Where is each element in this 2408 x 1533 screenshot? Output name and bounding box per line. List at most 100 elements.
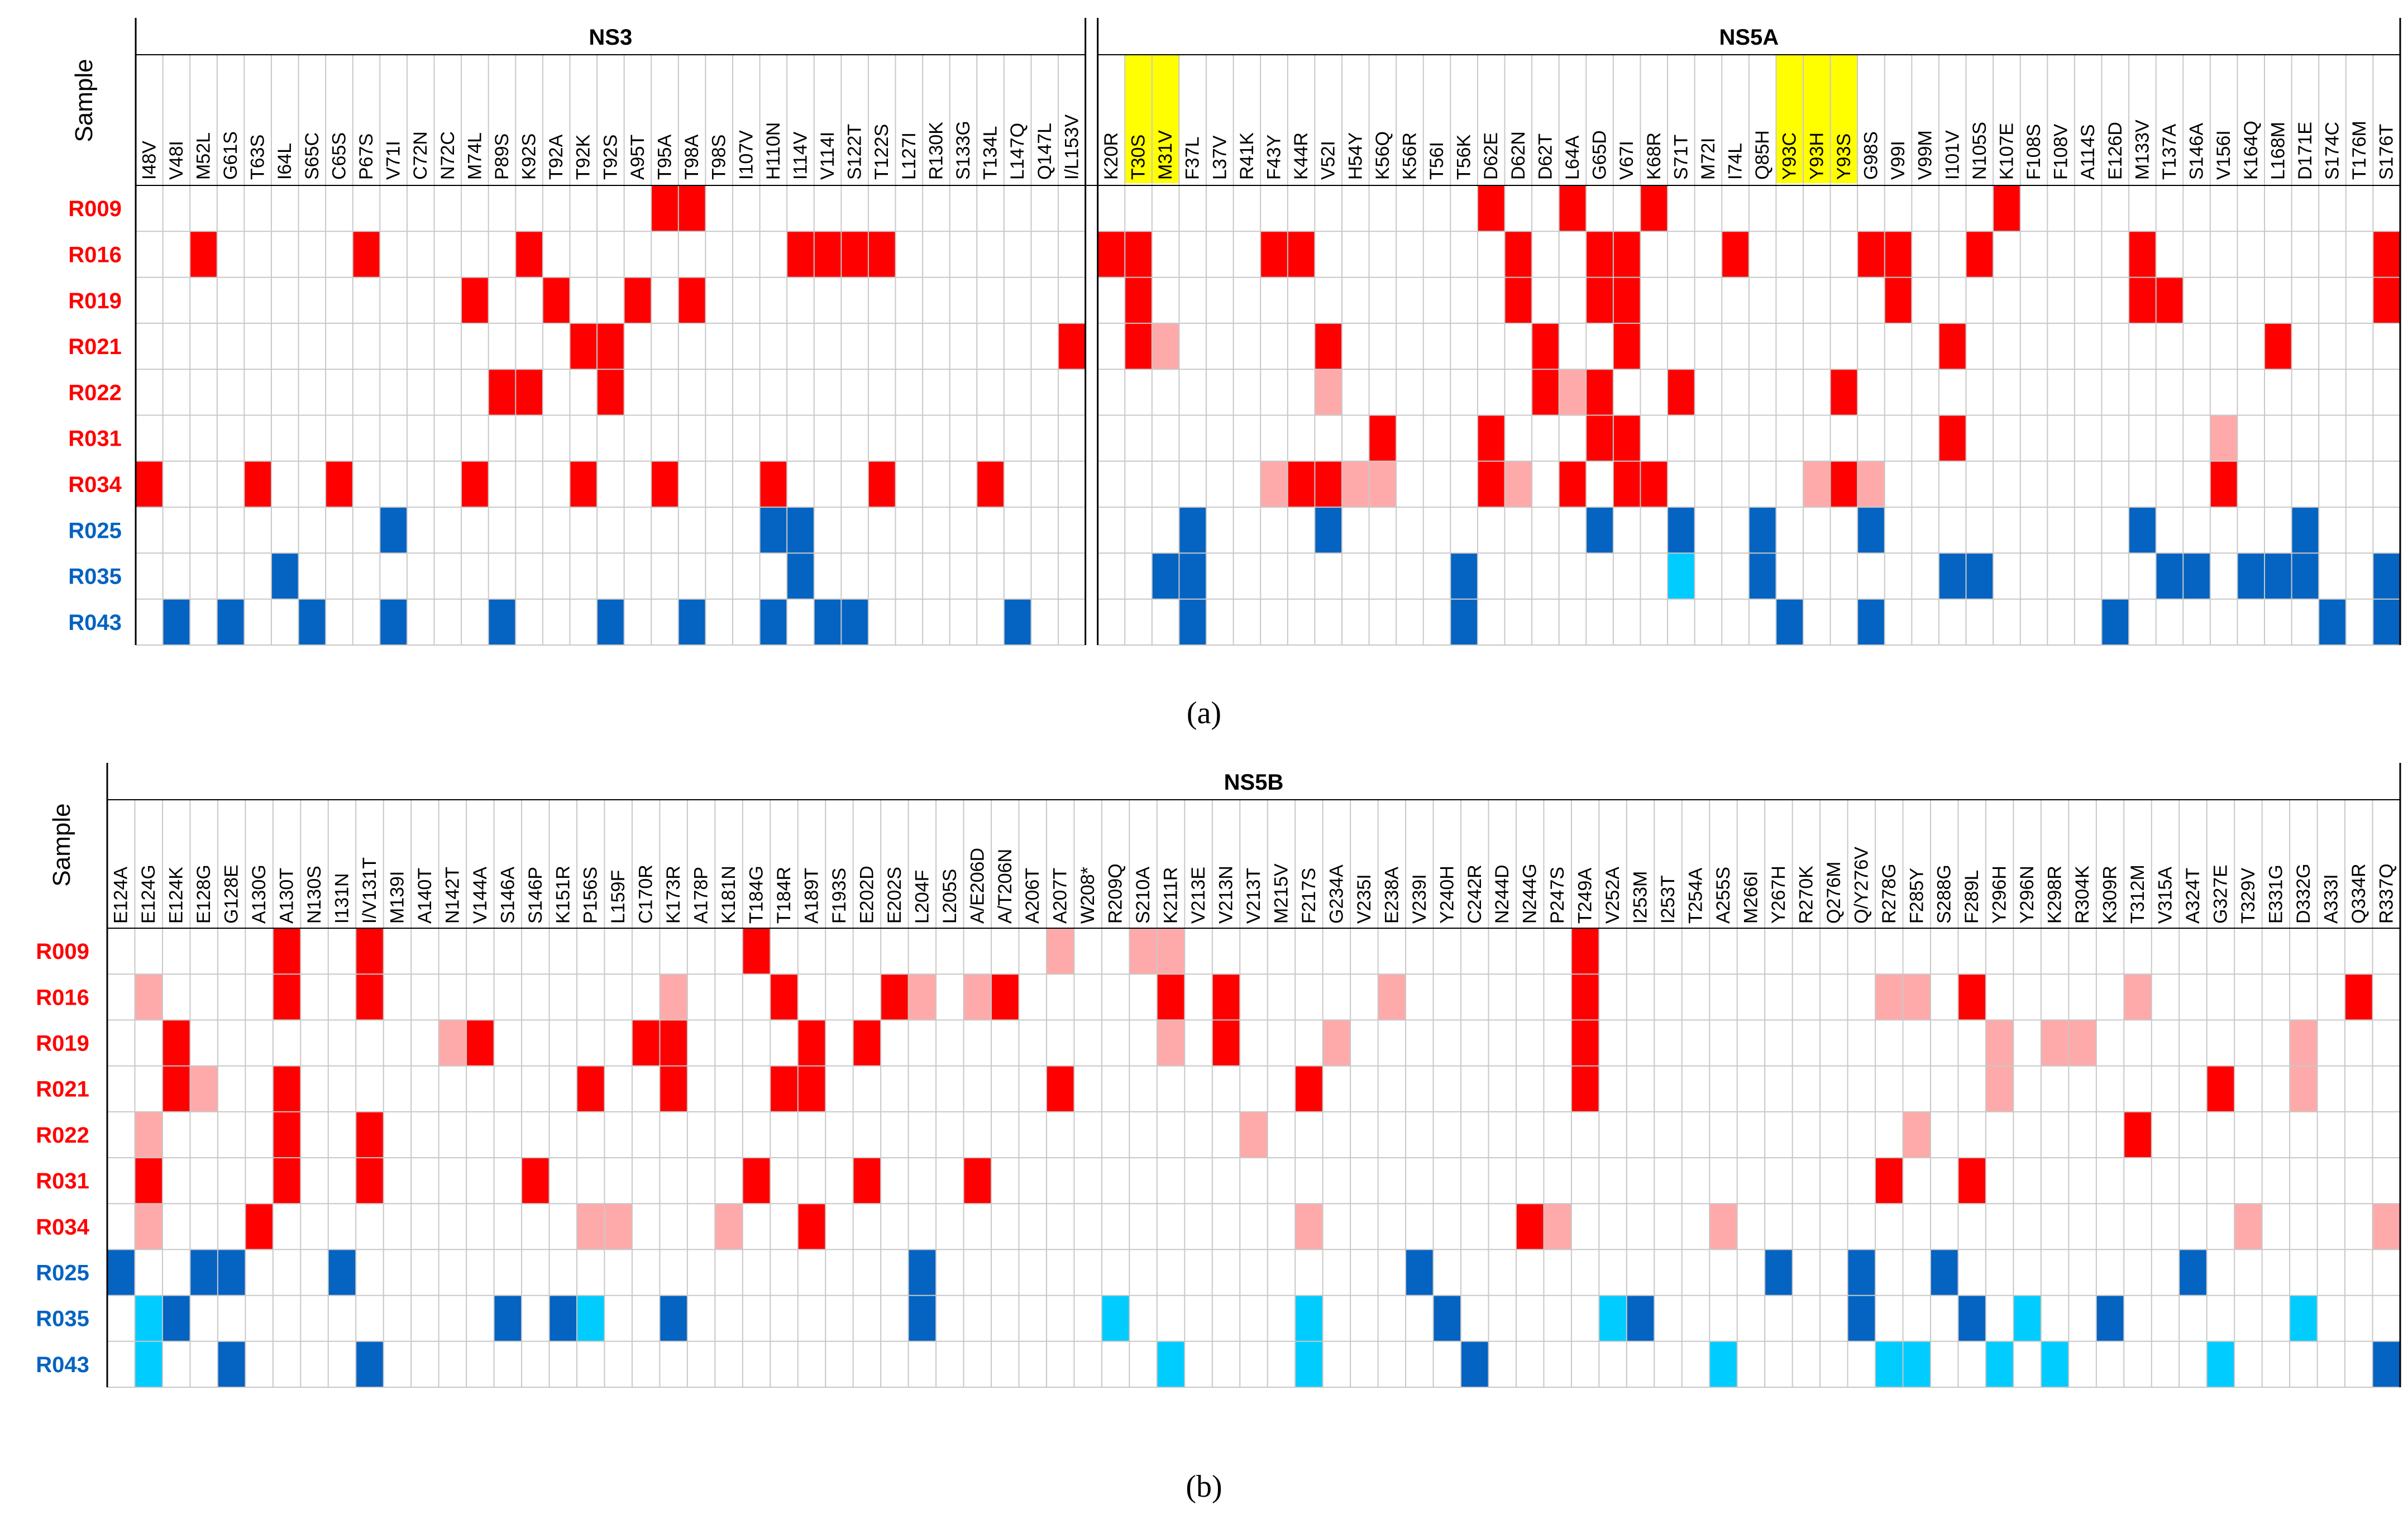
data-cell <box>356 928 384 975</box>
data-cell <box>1613 415 1641 461</box>
mutation-label: V252A <box>1602 867 1623 924</box>
mutation-label: T184R <box>773 867 795 924</box>
mutation-label: I114V <box>790 131 811 180</box>
sample-label: R043 <box>68 610 122 635</box>
mutation-label: R130K <box>925 122 947 180</box>
data-cell <box>2264 323 2292 370</box>
data-cell <box>2319 599 2346 645</box>
data-cell <box>1966 231 1994 278</box>
data-cell <box>651 185 679 232</box>
data-cell <box>2373 553 2400 599</box>
data-cell <box>217 1249 246 1296</box>
mutation-label: K151R <box>552 866 574 924</box>
mutation-label: S122T <box>844 124 866 180</box>
data-cell <box>1803 461 1831 508</box>
data-cell <box>1450 553 1478 599</box>
mutation-label: G234A <box>1326 865 1347 924</box>
mutation-label: R304K <box>2072 866 2093 924</box>
data-cell <box>2206 1341 2235 1387</box>
data-cell <box>2129 507 2156 553</box>
data-cell <box>135 974 163 1020</box>
data-cell <box>1559 185 1587 232</box>
mutation-label: K298R <box>2044 866 2066 924</box>
data-cell <box>136 461 163 508</box>
mutation-label: T176M <box>2349 121 2370 180</box>
data-cell <box>1477 415 1505 461</box>
mutation-label: K56Q <box>1372 131 1393 180</box>
data-cell <box>273 1066 301 1112</box>
data-cell <box>1369 461 1397 508</box>
mutation-label: F289L <box>1961 870 1982 924</box>
data-cell <box>2290 1020 2318 1066</box>
mutation-label: T30S <box>1128 135 1149 180</box>
data-cell <box>1157 974 1185 1020</box>
data-cell <box>841 599 868 645</box>
mutation-label: L127I <box>899 132 920 180</box>
mutation-label: A140T <box>414 868 436 924</box>
data-cell <box>1985 1020 2014 1066</box>
mutation-label: G61S <box>220 131 241 180</box>
mutation-label: V144A <box>470 867 491 924</box>
data-cell <box>162 1295 190 1341</box>
data-cell <box>1559 461 1587 508</box>
mutation-label: P156S <box>580 867 601 924</box>
data-cell <box>1212 974 1240 1020</box>
data-cell <box>217 1341 246 1387</box>
mutation-label: N72C <box>437 131 458 180</box>
mutation-label: I101V <box>1942 130 1963 180</box>
data-cell <box>2101 599 2129 645</box>
highlight-mark <box>1776 55 1804 183</box>
data-cell <box>356 974 384 1020</box>
data-cell <box>190 1249 218 1296</box>
mutation-label: K107E <box>1996 123 2017 180</box>
mutation-label: V99I <box>1888 141 1909 180</box>
data-cell <box>1315 507 1342 553</box>
data-cell <box>1931 1249 1958 1296</box>
data-cell <box>787 231 814 278</box>
data-cell <box>244 461 271 508</box>
data-cell <box>797 1066 826 1112</box>
mutation-label: Y240H <box>1436 866 1458 924</box>
data-cell <box>1884 277 1912 323</box>
mutation-label: C170R <box>636 865 657 924</box>
data-cell <box>135 1111 163 1158</box>
data-cell <box>1125 231 1152 278</box>
mutation-label: S146A <box>2186 123 2208 180</box>
mutation-label: S133G <box>953 121 974 180</box>
sample-label: R019 <box>68 289 122 313</box>
data-cell <box>814 599 842 645</box>
mutation-label: Q147L <box>1034 123 1055 180</box>
data-cell <box>908 974 937 1020</box>
data-cell <box>1830 369 1858 416</box>
data-cell <box>1369 415 1397 461</box>
data-cell <box>570 323 598 370</box>
data-cell <box>1586 277 1613 323</box>
panel-a: Sample R009 R016 R019 R021 R022 R031 R034 R025 R0… <box>68 18 2401 730</box>
mutation-label: V239I <box>1409 874 1430 924</box>
mutation-label: I/L153V <box>1061 114 1082 180</box>
data-cell <box>1315 323 1342 370</box>
mutation-label: G327E <box>2210 865 2231 924</box>
mutation-label: D62E <box>1480 132 1502 180</box>
mutation-label: T184G <box>746 866 767 924</box>
mutation-label: V213T <box>1243 868 1264 924</box>
data-cell <box>2373 277 2400 323</box>
data-cell <box>549 1295 577 1341</box>
data-cell <box>1097 231 1125 278</box>
data-cell <box>2291 507 2319 553</box>
data-cell <box>1157 1020 1185 1066</box>
sample-label: R025 <box>36 1261 89 1286</box>
data-cell <box>1993 185 2020 232</box>
data-cell <box>380 507 407 553</box>
data-cell <box>2234 1204 2262 1250</box>
mutation-label: F285Y <box>1906 868 1927 924</box>
mutation-label: T312M <box>2127 865 2148 924</box>
mutation-label: E126D <box>2105 122 2126 180</box>
data-cell <box>1571 1020 1599 1066</box>
data-cell <box>488 599 516 645</box>
mutation-label: S174C <box>2322 122 2343 180</box>
data-cell <box>2237 553 2265 599</box>
data-cell <box>163 599 190 645</box>
data-cell <box>1875 974 1903 1020</box>
data-cell <box>2373 231 2400 278</box>
